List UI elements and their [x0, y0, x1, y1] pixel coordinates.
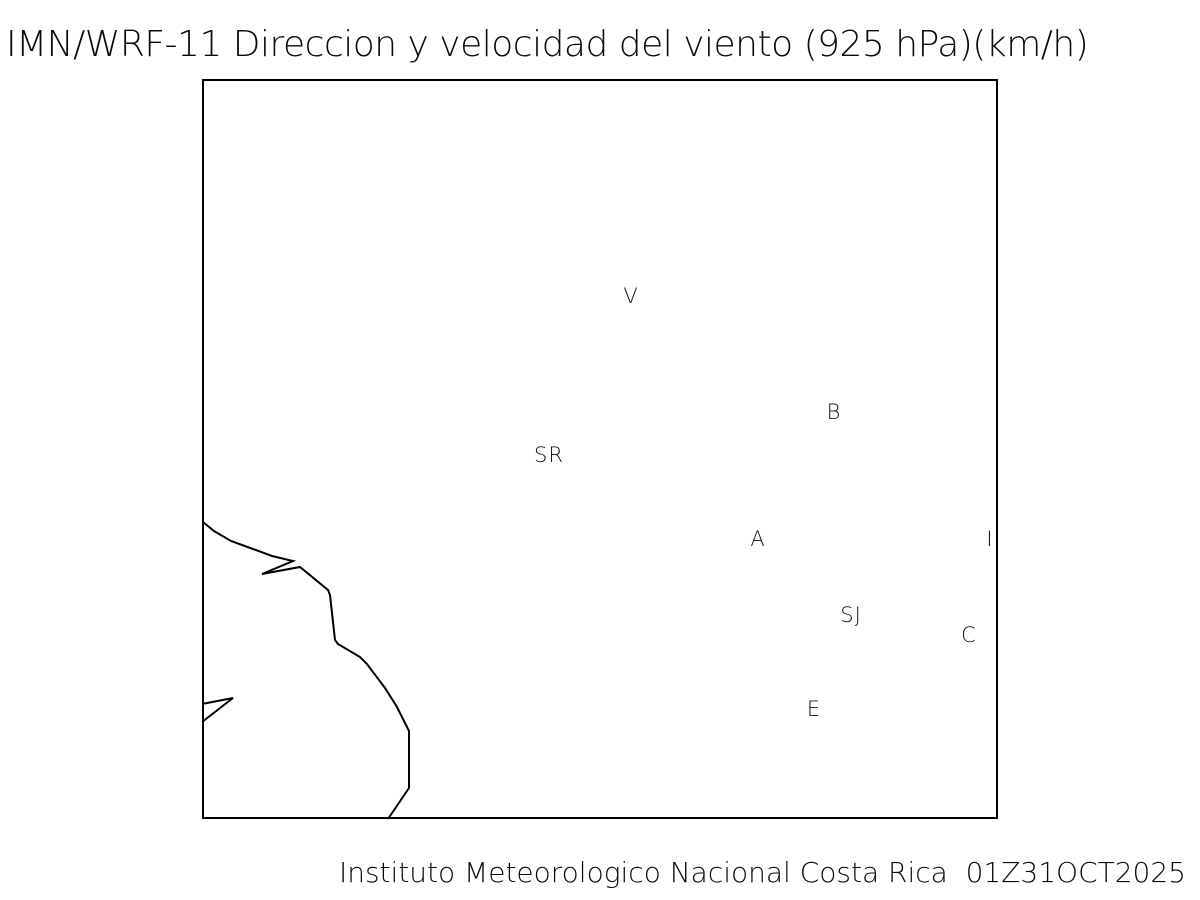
station-label-e: E	[806, 697, 822, 721]
station-label-i: I	[986, 527, 994, 551]
footer-caption: Instituto Meteorologico Nacional Costa R…	[338, 856, 1186, 889]
station-label-c: C	[961, 623, 977, 647]
map-frame	[202, 79, 998, 819]
station-label-b: B	[826, 400, 842, 424]
station-label-a: A	[750, 527, 766, 551]
station-label-sj: SJ	[840, 603, 862, 627]
station-label-sr: SR	[534, 443, 564, 467]
station-label-v: V	[623, 284, 639, 308]
page-title: IMN/WRF-11 Direccion y velocidad del vie…	[6, 24, 1089, 65]
